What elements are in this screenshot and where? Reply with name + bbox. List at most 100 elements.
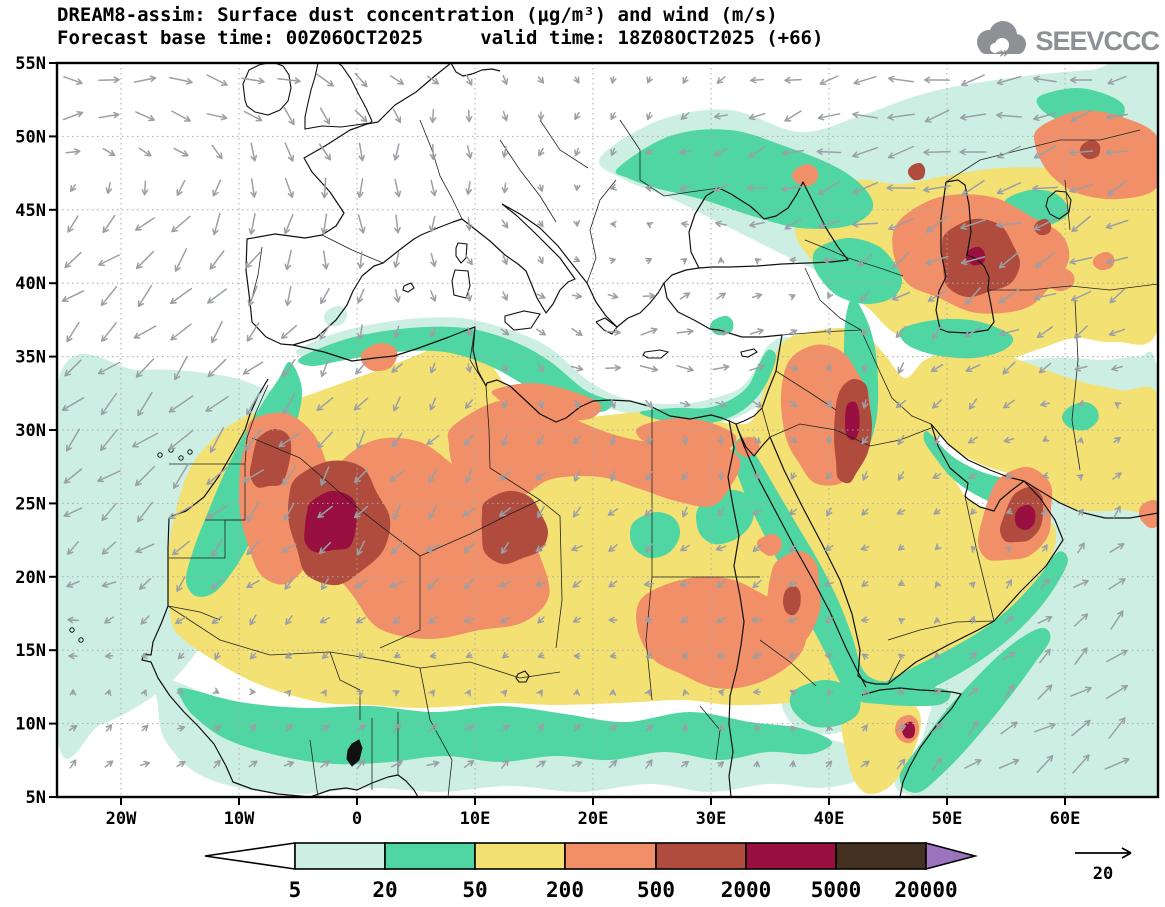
wind-arrow bbox=[860, 544, 870, 551]
dust-contour-c20-21 bbox=[899, 627, 1051, 793]
country-border-8 bbox=[167, 605, 561, 679]
wind-arrow bbox=[250, 178, 257, 198]
wind-arrow bbox=[784, 76, 802, 84]
wind-arrow bbox=[789, 256, 797, 264]
wind-arrow bbox=[61, 290, 85, 303]
wind-arrow bbox=[320, 760, 330, 768]
wind-arrow bbox=[285, 615, 293, 625]
wind-arrow bbox=[861, 363, 869, 373]
wind-arrow bbox=[995, 221, 1023, 229]
wind-arrow bbox=[98, 254, 120, 267]
wind-arrow bbox=[827, 291, 834, 299]
wind-arrow bbox=[750, 328, 764, 335]
wind-reference: 20 bbox=[1075, 847, 1132, 884]
dust-contour-c500-58 bbox=[1079, 139, 1101, 160]
wind-arrow bbox=[465, 363, 473, 373]
wind-arrow bbox=[501, 110, 509, 122]
wind-arrow bbox=[138, 578, 152, 590]
wind-arrow bbox=[853, 75, 877, 86]
islet-dot-0 bbox=[157, 452, 163, 458]
wind-arrow bbox=[1105, 113, 1129, 121]
wind-arrow bbox=[1002, 399, 1016, 409]
wind-arrow bbox=[748, 112, 766, 121]
coastline-1 bbox=[249, 218, 463, 346]
wind-arrow bbox=[861, 724, 868, 732]
wind-arrow bbox=[250, 142, 258, 162]
wind-arrow bbox=[211, 538, 223, 558]
wind-arrow bbox=[537, 111, 545, 121]
country-border-28 bbox=[419, 119, 463, 220]
wind-arrow bbox=[393, 289, 401, 303]
dust-contour-c20-29 bbox=[709, 315, 734, 336]
country-border-25 bbox=[988, 283, 1158, 291]
wind-arrow bbox=[863, 689, 870, 697]
coastline-11 bbox=[930, 423, 1158, 519]
wind-arrow bbox=[463, 759, 475, 769]
wind-arrow bbox=[897, 362, 905, 374]
wind-arrow bbox=[465, 217, 473, 231]
wind-arrow bbox=[168, 504, 194, 520]
wind-arrow bbox=[428, 723, 438, 733]
wind-arrow bbox=[787, 580, 799, 588]
country-border-34 bbox=[759, 639, 817, 687]
wind-arrow bbox=[537, 652, 545, 659]
wind-arrow bbox=[643, 580, 655, 588]
wind-arrow bbox=[357, 324, 364, 340]
wind-arrow bbox=[824, 544, 834, 551]
wind-arrow bbox=[242, 361, 264, 375]
wind-arrow bbox=[717, 257, 725, 264]
wind-arrow bbox=[751, 400, 763, 408]
wind-arrow bbox=[357, 251, 365, 269]
wind-arrow bbox=[927, 290, 947, 302]
wind-arrow bbox=[640, 327, 658, 336]
wind-arrow bbox=[69, 689, 77, 696]
wind-arrow bbox=[898, 617, 906, 625]
wind-arrow bbox=[501, 759, 509, 769]
wind-arrow bbox=[393, 615, 401, 625]
wind-arrow bbox=[1077, 508, 1084, 516]
country-border-24 bbox=[1071, 299, 1081, 471]
wind-arrow bbox=[892, 251, 910, 269]
wind-arrow bbox=[824, 580, 834, 588]
wind-arrow bbox=[176, 760, 186, 768]
wind-arrow bbox=[426, 434, 440, 446]
wind-arrow bbox=[320, 358, 330, 378]
wind-arrow bbox=[573, 399, 580, 409]
wind-arrow bbox=[713, 184, 729, 193]
wind-arrow bbox=[609, 470, 617, 482]
seevccc-logo: » SEEVCCC bbox=[969, 18, 1160, 64]
wind-arrow bbox=[538, 147, 545, 157]
lon-label-20E: 20E bbox=[578, 809, 609, 829]
wind-arrow bbox=[715, 220, 727, 228]
wind-arrow bbox=[277, 77, 301, 85]
wind-arrow bbox=[242, 469, 264, 483]
wind-arrow bbox=[1109, 543, 1125, 553]
wind-arrow bbox=[392, 143, 400, 161]
wind-arrow bbox=[781, 185, 805, 193]
wind-arrow bbox=[753, 472, 761, 480]
island-1 bbox=[304, 63, 373, 130]
wind-arrow bbox=[354, 109, 368, 123]
wind-arrow bbox=[642, 292, 656, 300]
wind-arrow bbox=[1002, 651, 1016, 661]
wind-arrow bbox=[931, 722, 943, 734]
wind-arrow bbox=[501, 182, 509, 194]
wind-arrow bbox=[752, 508, 762, 515]
wind-arrow bbox=[212, 212, 221, 236]
wind-arrow bbox=[824, 327, 832, 335]
coastline-13 bbox=[309, 774, 419, 797]
wind-arrow bbox=[716, 652, 726, 660]
wind-arrow bbox=[135, 543, 155, 554]
wind-arrow bbox=[429, 108, 437, 124]
wind-arrow bbox=[207, 288, 227, 304]
wind-arrow bbox=[1113, 505, 1121, 519]
wind-arrow bbox=[788, 508, 798, 516]
wind-arrow bbox=[212, 179, 222, 197]
wind-arrow bbox=[175, 616, 187, 624]
country-border-30 bbox=[586, 179, 617, 284]
wind-arrow bbox=[1077, 542, 1085, 554]
wind-arrow bbox=[573, 220, 581, 227]
wind-arrow bbox=[1068, 184, 1094, 194]
wind-arrow bbox=[715, 544, 727, 552]
wind-arrow bbox=[141, 180, 149, 196]
